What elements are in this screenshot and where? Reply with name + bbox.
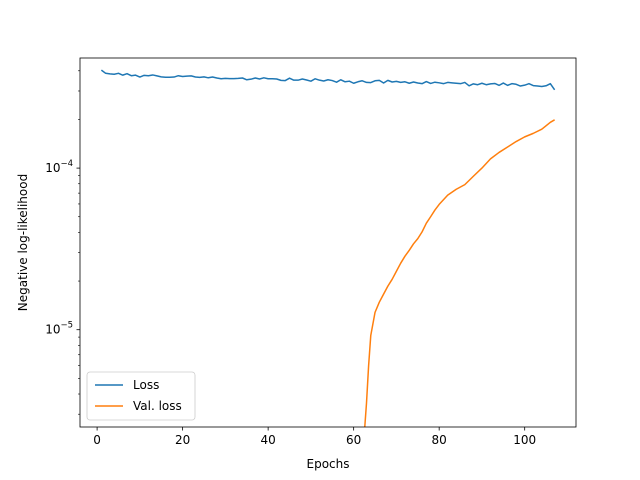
x-tick-label: 40 xyxy=(260,433,275,447)
y-tick-label: 10−4 xyxy=(45,159,73,175)
y-tick-label: 10−5 xyxy=(45,321,73,337)
y-axis: 10−5 10−4 xyxy=(45,70,80,415)
series-line-1 xyxy=(100,69,556,91)
x-axis: 0 20 40 60 80 100 xyxy=(93,427,536,447)
legend-box xyxy=(86,371,196,421)
legend-label: Loss xyxy=(133,378,159,392)
legend: Loss Val. loss xyxy=(86,371,196,421)
series-line-2 xyxy=(364,119,555,427)
y-axis-label: Negative log-likelihood xyxy=(16,174,30,311)
x-tick-label: 60 xyxy=(346,433,361,447)
legend-label: Val. loss xyxy=(133,399,182,413)
series-layer xyxy=(100,69,556,427)
x-tick-label: 0 xyxy=(93,433,101,447)
x-tick-label: 80 xyxy=(432,433,447,447)
x-axis-label: Epochs xyxy=(307,457,350,471)
x-tick-label: 100 xyxy=(513,433,536,447)
axes-frame xyxy=(79,57,577,428)
x-tick-label: 20 xyxy=(175,433,190,447)
